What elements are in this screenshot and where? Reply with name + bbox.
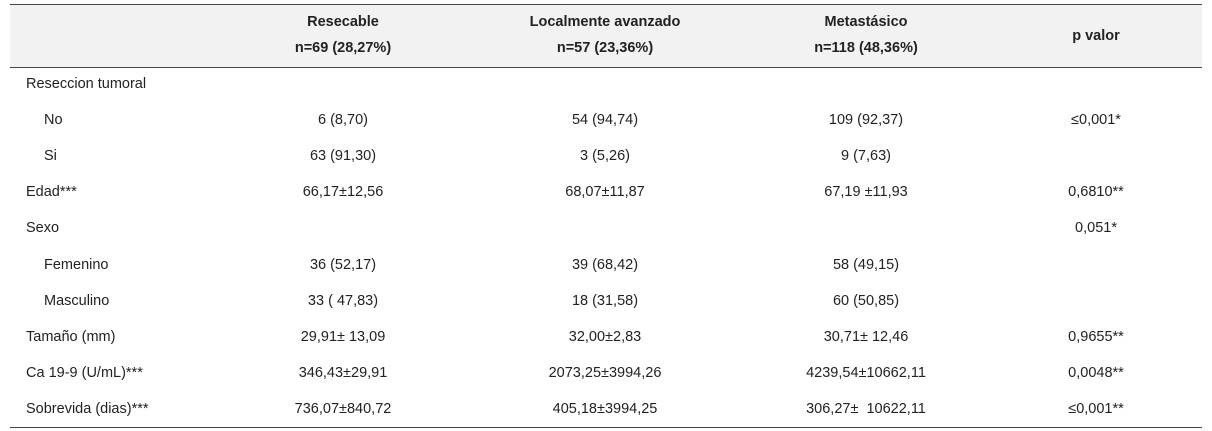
cell: 36 (52,17) [309, 256, 377, 273]
p-value: ≤0,001** [1068, 400, 1124, 417]
cell: 3 (5,26) [580, 148, 630, 165]
cell: 39 (68,42) [571, 256, 639, 273]
rule [10, 427, 1202, 428]
cell: 306,27± 10622,11 [806, 400, 926, 417]
column-title: Localmente avanzado [529, 14, 681, 30]
row-label: Edad*** [26, 184, 77, 201]
row-label: Sexo [26, 220, 60, 237]
cell: 33 ( 47,83) [307, 292, 379, 309]
cell: 58 (49,15) [832, 256, 900, 273]
p-value: 0,9655** [1068, 328, 1124, 345]
cell: 29,91± 13,09 [300, 328, 386, 345]
cell: 68,07±11,87 [565, 184, 645, 201]
p-value: 0,6810** [1068, 184, 1124, 201]
rule [10, 67, 1202, 68]
column-title: Metastásico [824, 14, 908, 30]
row-label: No [44, 112, 63, 129]
cell: 63 (91,30) [309, 148, 377, 165]
row-label: Masculino [44, 292, 110, 309]
row-label: Ca 19-9 (U/mL)*** [26, 364, 143, 381]
cell: 60 (50,85) [832, 292, 900, 309]
p-value: ≤0,001* [1071, 112, 1121, 129]
column-n: n=118 (48,36%) [814, 40, 918, 56]
column-n: n=57 (23,36%) [556, 40, 654, 56]
cell: 18 (31,58) [571, 292, 639, 309]
cell: 66,17±12,56 [302, 184, 384, 201]
header-band [10, 4, 1202, 67]
row-label: Tamaño (mm) [26, 328, 116, 345]
cell: 2073,25±3994,26 [548, 364, 662, 381]
row-label: Reseccion tumoral [26, 76, 147, 92]
row-label: Si [44, 148, 57, 165]
cell: 32,00±2,83 [568, 328, 642, 345]
cell: 109 (92,37) [828, 112, 904, 129]
cell: 6 (8,70) [318, 112, 368, 129]
p-value: 0,051* [1075, 220, 1117, 237]
cell: 4239,54±10662,11 [806, 364, 926, 381]
cell: 405,18±3994,25 [552, 400, 658, 417]
rule [10, 4, 1202, 5]
cell: 736,07±840,72 [294, 400, 392, 417]
cell: 67,19 ±11,93 [824, 184, 908, 201]
row-label: Femenino [44, 256, 109, 273]
cell: 30,71± 12,46 [823, 328, 909, 345]
cell: 9 (7,63) [841, 148, 891, 165]
column-n: n=69 (28,27%) [294, 40, 392, 56]
cell: 54 (94,74) [571, 112, 639, 129]
column-title: Resecable [307, 14, 379, 30]
p-value: 0,0048** [1068, 364, 1124, 381]
row-label: Sobrevida (dias)*** [26, 400, 149, 417]
cell: 346,43±29,91 [298, 364, 388, 381]
p-header: p valor [1072, 28, 1120, 44]
